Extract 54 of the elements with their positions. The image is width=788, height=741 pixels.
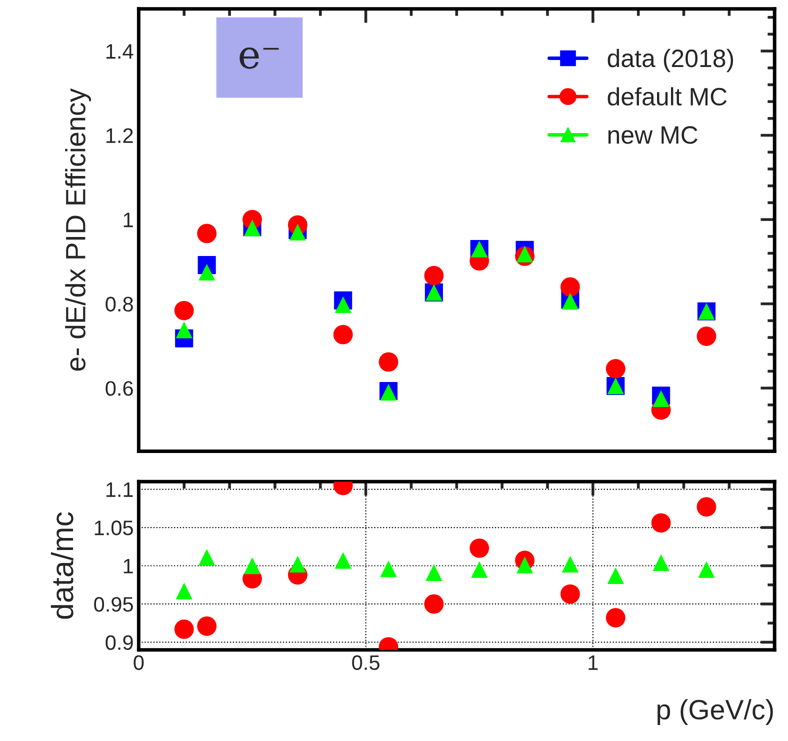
point: [174, 300, 194, 320]
x-tick-label: 1: [588, 655, 598, 670]
y-tick-label: 0.6: [106, 381, 133, 396]
y-tick-label: 0.8: [106, 296, 133, 312]
point: [562, 556, 579, 573]
point: [380, 560, 397, 578]
annotation: e⁻: [240, 48, 279, 69]
point: [198, 264, 216, 281]
point: [652, 390, 670, 407]
y-tick-label: 1.05: [94, 520, 133, 536]
point: [176, 322, 192, 338]
x-tick-label: 0: [134, 655, 144, 670]
y-tick-label: 0.95: [94, 596, 133, 612]
point: [378, 352, 398, 372]
point: [607, 567, 624, 584]
legend-label: new MC: [608, 126, 698, 144]
point: [560, 277, 580, 297]
point: [652, 554, 670, 572]
point: [698, 561, 715, 578]
point: [197, 224, 217, 244]
point: [651, 513, 671, 533]
point: [606, 358, 626, 378]
point: [470, 538, 490, 558]
y-tick-label: 1.1: [106, 482, 133, 497]
point: [471, 561, 488, 578]
point: [696, 326, 716, 346]
point: [244, 557, 261, 574]
point: [174, 619, 194, 639]
point: [198, 549, 216, 566]
point: [516, 246, 534, 262]
y-axis-title: data/mc: [50, 512, 74, 619]
point: [426, 564, 442, 581]
point: [334, 552, 352, 569]
point: [560, 584, 580, 604]
point: [176, 582, 192, 600]
point: [696, 497, 716, 517]
point: [424, 266, 444, 286]
x-tick-label: 0.5: [352, 655, 380, 670]
legend-label: default MC: [608, 87, 727, 106]
y-tick-label: 1: [124, 212, 133, 228]
point: [197, 616, 217, 636]
y-tick-label: 1: [124, 558, 133, 574]
y-tick-label: 0.9: [106, 635, 133, 650]
y-axis-title: e- dE/dx PID Efficiency: [65, 88, 91, 371]
y-tick-label: 1.4: [106, 44, 134, 59]
point: [516, 556, 534, 574]
point: [334, 296, 352, 313]
point: [424, 594, 444, 614]
legend-label: data (2018): [608, 48, 734, 72]
point: [606, 608, 626, 628]
y-tick-label: 1.2: [106, 128, 133, 143]
point: [333, 324, 353, 344]
point: [289, 556, 306, 573]
x-axis-title: p (GeV/c): [658, 699, 773, 726]
